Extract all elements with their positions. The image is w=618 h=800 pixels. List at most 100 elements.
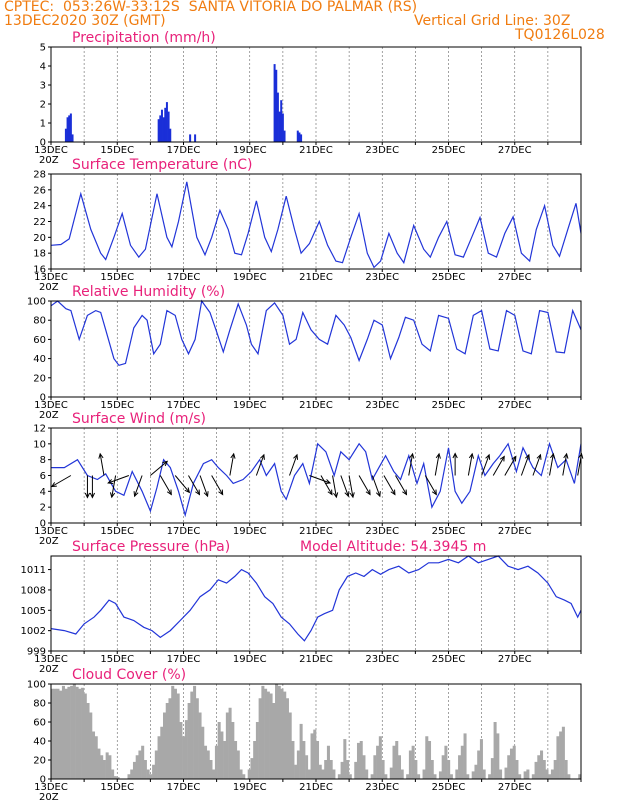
precip-bar: [194, 134, 197, 142]
wind-arrow-head: [511, 455, 517, 462]
cloud-bar: [231, 722, 235, 779]
x-tick-label: 17DEC: [167, 145, 201, 156]
cloud-bar: [285, 698, 289, 779]
wind-arrow-shaft: [229, 453, 235, 476]
precip-bar: [71, 134, 74, 142]
cloud-bar: [499, 769, 503, 779]
y-tick-label: 22: [33, 217, 46, 228]
series-line: [50, 181, 582, 269]
wind-arrow-head: [524, 453, 530, 460]
wind-arrow-head: [344, 491, 350, 498]
x-tick-label: 23DEC: [365, 400, 399, 411]
cloud-bar: [272, 703, 276, 779]
y-tick-label: 1011: [21, 565, 46, 576]
cloud-bar: [316, 741, 320, 779]
cloud-bar: [146, 769, 150, 779]
cloud-bar: [113, 776, 117, 779]
x-tick-label: 17DEC: [167, 526, 201, 537]
cloud-bar: [75, 686, 79, 779]
cloud-bar: [138, 750, 142, 779]
cloud-bar: [97, 748, 101, 779]
wind-arrow: [199, 475, 209, 498]
cloud-bar: [116, 777, 120, 779]
x-tick-label: 23DEC: [365, 526, 399, 537]
wind-arrow: [109, 475, 117, 499]
x-tick-label: 21DEC: [299, 145, 333, 156]
cloud-bar: [283, 691, 287, 779]
precip-bar: [66, 117, 69, 142]
wind-arrow-shaft: [424, 475, 437, 495]
wind-arrow: [520, 453, 530, 476]
wind-arrow-head: [452, 452, 458, 459]
cloud-bar: [132, 761, 136, 779]
cloud-bar: [471, 771, 475, 779]
x-tick-label: 13DEC: [34, 400, 68, 411]
x-tick-label: 17DEC: [167, 400, 201, 411]
wind-arrow-head: [499, 455, 505, 462]
cloud-bar: [384, 774, 388, 779]
cloud-bar: [540, 750, 544, 779]
y-tick-label: 6: [40, 471, 46, 482]
cloud-bar: [294, 764, 298, 779]
x-tick-label: 19DEC: [233, 782, 267, 793]
wind-arrow-head: [230, 452, 236, 459]
x-tick-label: 13DEC: [34, 654, 68, 665]
cloud-bar: [195, 698, 199, 779]
wind-arrow-shaft: [532, 454, 541, 476]
cloud-bar: [542, 760, 546, 779]
cloud-bar: [559, 731, 563, 779]
cloud-bar: [102, 760, 106, 779]
cloud-bar: [362, 755, 366, 779]
cloud-bar: [578, 774, 582, 779]
cloud-bar: [94, 736, 98, 779]
cloud-bar: [433, 774, 437, 779]
x-tick-label: 15DEC: [100, 782, 134, 793]
wind-arrow-shaft: [320, 475, 333, 495]
panel-2: [48, 173, 582, 272]
wind-arrow: [395, 475, 408, 496]
panel-4: [48, 427, 584, 526]
cloud-bar: [337, 774, 341, 779]
cloud-bar: [206, 750, 210, 779]
cloud-bar: [518, 774, 522, 779]
wind-arrow: [467, 452, 475, 476]
cloud-bar: [70, 685, 74, 779]
wind-arrow-head: [259, 453, 265, 460]
y-tick-label: 16: [33, 265, 46, 276]
y-tick-label: 2: [40, 503, 46, 514]
cloud-bar: [130, 769, 134, 779]
y-tick-label: 60: [33, 718, 46, 729]
cloud-bar: [81, 687, 85, 779]
cloud-bar: [392, 745, 396, 779]
wind-arrow-head: [578, 452, 584, 459]
cloud-bar: [507, 755, 511, 779]
x-tick-label: 19DEC: [233, 654, 267, 665]
wind-arrow-shaft: [383, 475, 396, 495]
model-altitude-label: Model Altitude: 54.3945 m: [300, 539, 486, 555]
wind-arrow-head: [390, 489, 396, 496]
wind-arrow-shaft: [289, 454, 298, 476]
precip-bar: [164, 107, 167, 142]
cloud-bar: [553, 760, 557, 779]
wind-arrow: [383, 475, 396, 496]
cloud-bar: [474, 764, 478, 779]
x-tick-label: 19DEC: [233, 400, 267, 411]
cloud-bar: [59, 690, 63, 779]
wind-arrow: [434, 452, 441, 476]
cloud-bar: [67, 686, 71, 779]
wind-arrow-shaft: [434, 453, 440, 476]
cloud-bar: [425, 736, 429, 779]
wind-arrow-head: [349, 492, 355, 499]
cloud-bar: [318, 764, 322, 779]
cloud-bar: [53, 688, 57, 779]
wind-arrow-head: [184, 487, 191, 494]
cloud-bar: [321, 769, 325, 779]
y-tick-label: 0: [40, 138, 46, 149]
wind-arrow-shaft: [395, 475, 407, 495]
cloud-bar: [182, 736, 186, 779]
x-tick-label: 23DEC: [365, 272, 399, 283]
wind-arrow: [150, 460, 169, 476]
cloud-bar: [531, 774, 535, 779]
cloud-bar: [422, 769, 426, 779]
